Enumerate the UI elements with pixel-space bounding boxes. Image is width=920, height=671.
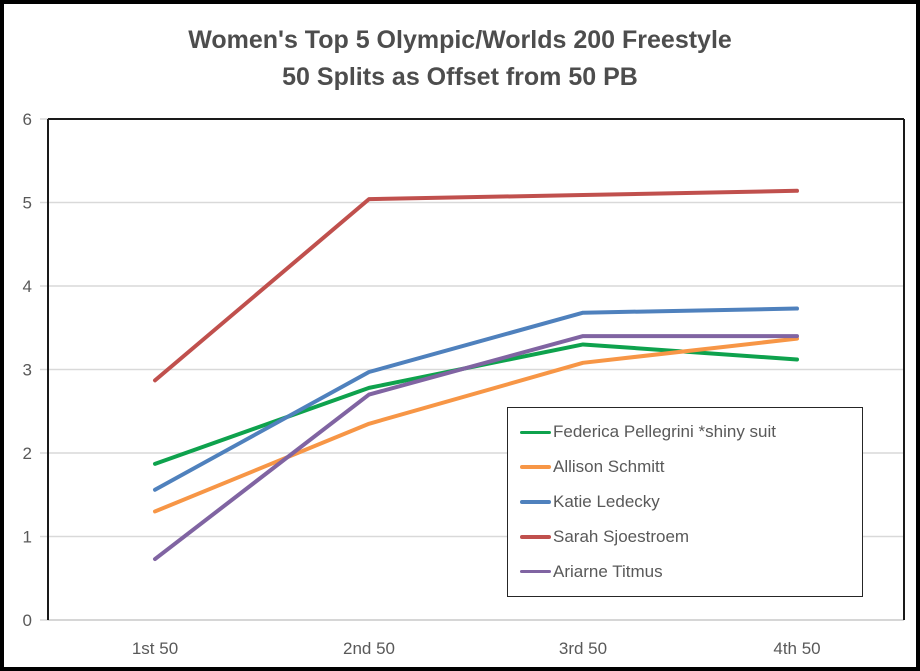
legend-swatch-line-icon — [520, 465, 551, 469]
legend-item: Federica Pellegrini *shiny suit — [520, 422, 862, 442]
legend-item: Ariarne Titmus — [520, 562, 862, 582]
legend-item: Katie Ledecky — [520, 492, 862, 512]
legend-swatch-line-icon — [520, 535, 551, 539]
legend-item: Allison Schmitt — [520, 457, 862, 477]
y-axis-label: 5 — [23, 194, 32, 213]
legend-label: Federica Pellegrini *shiny suit — [553, 422, 776, 442]
chart-title: Women's Top 5 Olympic/Worlds 200 Freesty… — [4, 22, 916, 96]
x-axis-label: 2nd 50 — [343, 639, 395, 658]
y-axis-label: 6 — [23, 110, 32, 129]
series-line-sarah-sjoestroem — [153, 188, 799, 383]
x-axis-label: 1st 50 — [132, 639, 178, 658]
x-axis-label: 4th 50 — [773, 639, 820, 658]
series-line-ariarne-titmus — [153, 334, 799, 562]
y-axis-label: 4 — [23, 277, 32, 296]
legend-swatch-line-icon — [520, 569, 551, 574]
legend-swatch-line-icon — [520, 430, 551, 435]
x-axis-label: 3rd 50 — [559, 639, 607, 658]
legend-label: Ariarne Titmus — [553, 561, 663, 581]
plot-area: 0 1 2 3 4 5 6 1st 50 2nd 50 3rd 50 4th 50 — [23, 110, 905, 658]
y-axis-label: 1 — [23, 528, 32, 547]
y-axis-label: 2 — [23, 444, 32, 463]
legend-label: Sarah Sjoestroem — [553, 526, 690, 546]
legend-label: Allison Schmitt — [553, 457, 665, 477]
legend-swatch-line-icon — [520, 500, 551, 504]
legend: Federica Pellegrini *shiny suit Allison S… — [507, 407, 863, 597]
legend-label: Katie Ledecky — [553, 491, 660, 511]
series-line-katie-ledecky — [153, 306, 799, 492]
y-axis-label: 0 — [23, 611, 32, 630]
legend-item: Sarah Sjoestroem — [520, 527, 862, 547]
chart-title-line2: 50 Splits as Offset from 50 PB — [282, 63, 638, 91]
y-axis-label: 3 — [23, 361, 32, 380]
series-line-allison-schmitt — [153, 336, 799, 514]
chart-title-line1: Women's Top 5 Olympic/Worlds 200 Freesty… — [188, 26, 732, 54]
